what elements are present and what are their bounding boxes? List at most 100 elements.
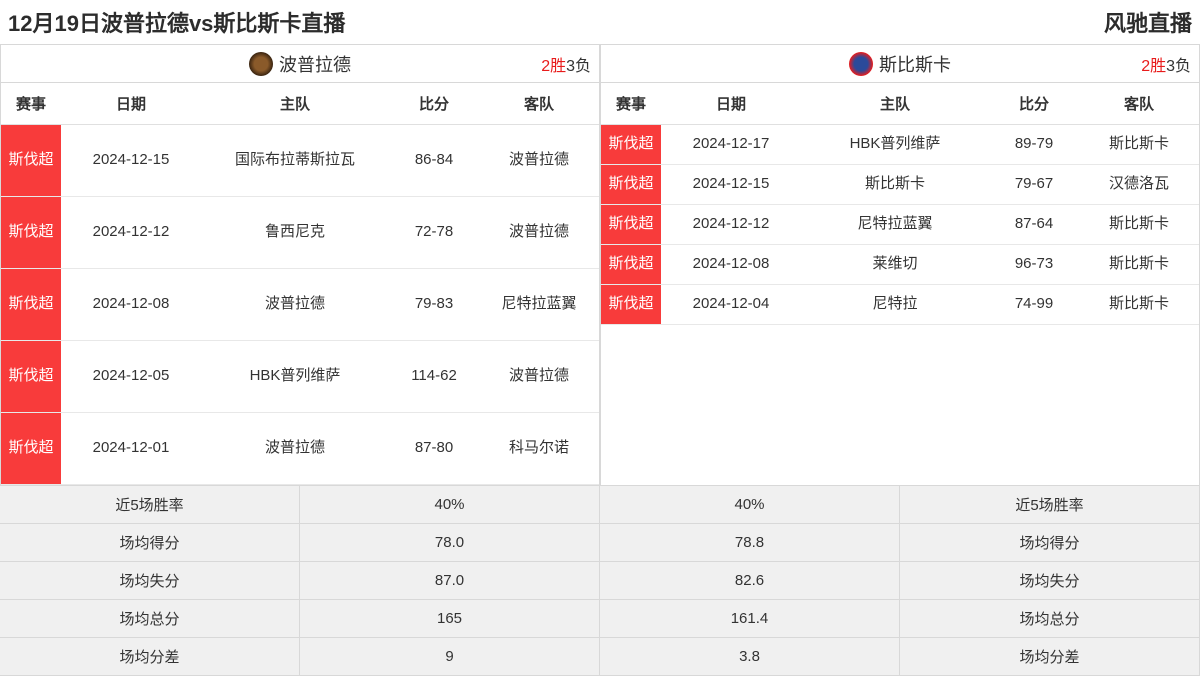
game-date: 2024-12-08 xyxy=(61,269,201,340)
stat-cell: 近5场胜率 xyxy=(0,486,300,523)
right-team-logo-icon xyxy=(849,52,873,76)
game-date: 2024-12-01 xyxy=(61,413,201,484)
right-stats: 40%近5场胜率78.8场均得分82.6场均失分161.4场均总分3.8场均分差 xyxy=(600,486,1200,676)
stat-cell: 165 xyxy=(300,600,600,637)
col-away: 客队 xyxy=(1079,93,1199,114)
table-row: 斯伐超2024-12-08莱维切96-73斯比斯卡 xyxy=(601,245,1199,285)
home-team: 斯比斯卡 xyxy=(801,165,989,204)
game-score: 89-79 xyxy=(989,125,1079,164)
col-date: 日期 xyxy=(661,93,801,114)
away-team: 波普拉德 xyxy=(479,197,599,268)
table-row: 斯伐超2024-12-05HBK普列维萨114-62波普拉德 xyxy=(1,341,599,413)
game-date: 2024-12-04 xyxy=(661,285,801,324)
left-team-record: 2胜3负 xyxy=(541,52,591,76)
col-score: 比分 xyxy=(389,93,479,114)
stat-cell: 场均得分 xyxy=(900,524,1200,561)
table-row: 斯伐超2024-12-08波普拉德79-83尼特拉蓝翼 xyxy=(1,269,599,341)
home-team: 波普拉德 xyxy=(201,269,389,340)
stat-cell: 场均失分 xyxy=(900,562,1200,599)
league-tag: 斯伐超 xyxy=(1,269,61,340)
stat-cell: 40% xyxy=(300,486,600,523)
brand-name: 风驰直播 xyxy=(1104,6,1192,38)
league-tag: 斯伐超 xyxy=(601,125,661,164)
stats-row: 161.4场均总分 xyxy=(600,600,1200,638)
home-team: HBK普列维萨 xyxy=(801,125,989,164)
table-row: 斯伐超2024-12-12尼特拉蓝翼87-64斯比斯卡 xyxy=(601,205,1199,245)
page-title: 12月19日波普拉德vs斯比斯卡直播 xyxy=(8,6,345,38)
right-team-record: 2胜3负 xyxy=(1141,52,1191,76)
home-team: 波普拉德 xyxy=(201,413,389,484)
right-wins: 2胜 xyxy=(1141,58,1166,75)
stats-row: 近5场胜率40% xyxy=(0,486,600,524)
stat-cell: 场均总分 xyxy=(0,600,300,637)
col-home: 主队 xyxy=(201,93,389,114)
left-wins: 2胜 xyxy=(541,58,566,75)
away-team: 斯比斯卡 xyxy=(1079,285,1199,324)
game-score: 72-78 xyxy=(389,197,479,268)
stats-row: 场均失分87.0 xyxy=(0,562,600,600)
col-score: 比分 xyxy=(989,93,1079,114)
home-team: 国际布拉蒂斯拉瓦 xyxy=(201,125,389,196)
left-stats: 近5场胜率40%场均得分78.0场均失分87.0场均总分165场均分差9 xyxy=(0,486,600,676)
col-home: 主队 xyxy=(801,93,989,114)
left-team-header: 波普拉德 2胜3负 xyxy=(1,45,599,83)
game-score: 114-62 xyxy=(389,341,479,412)
league-tag: 斯伐超 xyxy=(1,413,61,484)
col-league: 赛事 xyxy=(601,93,661,114)
game-date: 2024-12-08 xyxy=(661,245,801,284)
game-score: 96-73 xyxy=(989,245,1079,284)
left-team-name: 波普拉德 xyxy=(279,51,351,77)
home-team: HBK普列维萨 xyxy=(201,341,389,412)
stat-cell: 3.8 xyxy=(600,638,900,675)
game-score: 87-80 xyxy=(389,413,479,484)
home-team: 尼特拉蓝翼 xyxy=(801,205,989,244)
game-score: 79-67 xyxy=(989,165,1079,204)
table-row: 斯伐超2024-12-17HBK普列维萨89-79斯比斯卡 xyxy=(601,125,1199,165)
game-date: 2024-12-12 xyxy=(661,205,801,244)
home-team: 莱维切 xyxy=(801,245,989,284)
stats-section: 近5场胜率40%场均得分78.0场均失分87.0场均总分165场均分差9 40%… xyxy=(0,486,1200,676)
table-row: 斯伐超2024-12-01波普拉德87-80科马尔诺 xyxy=(1,413,599,485)
stats-row: 场均得分78.0 xyxy=(0,524,600,562)
home-team: 尼特拉 xyxy=(801,285,989,324)
game-date: 2024-12-05 xyxy=(61,341,201,412)
game-date: 2024-12-17 xyxy=(661,125,801,164)
away-team: 斯比斯卡 xyxy=(1079,125,1199,164)
game-date: 2024-12-12 xyxy=(61,197,201,268)
game-date: 2024-12-15 xyxy=(61,125,201,196)
stat-cell: 87.0 xyxy=(300,562,600,599)
page-header: 12月19日波普拉德vs斯比斯卡直播 风驰直播 xyxy=(0,0,1200,44)
league-tag: 斯伐超 xyxy=(1,197,61,268)
stat-cell: 场均失分 xyxy=(0,562,300,599)
stat-cell: 场均得分 xyxy=(0,524,300,561)
stat-cell: 82.6 xyxy=(600,562,900,599)
away-team: 汉德洛瓦 xyxy=(1079,165,1199,204)
away-team: 波普拉德 xyxy=(479,125,599,196)
stat-cell: 40% xyxy=(600,486,900,523)
table-row: 斯伐超2024-12-15国际布拉蒂斯拉瓦86-84波普拉德 xyxy=(1,125,599,197)
away-team: 斯比斯卡 xyxy=(1079,205,1199,244)
left-team-panel: 波普拉德 2胜3负 赛事 日期 主队 比分 客队 斯伐超2024-12-15国际… xyxy=(0,44,600,486)
left-games-body: 斯伐超2024-12-15国际布拉蒂斯拉瓦86-84波普拉德斯伐超2024-12… xyxy=(1,125,599,485)
game-score: 86-84 xyxy=(389,125,479,196)
right-team-panel: 斯比斯卡 2胜3负 赛事 日期 主队 比分 客队 斯伐超2024-12-17HB… xyxy=(600,44,1200,486)
league-tag: 斯伐超 xyxy=(601,245,661,284)
right-losses: 3负 xyxy=(1166,58,1191,75)
game-date: 2024-12-15 xyxy=(661,165,801,204)
stats-row: 78.8场均得分 xyxy=(600,524,1200,562)
right-team-header: 斯比斯卡 2胜3负 xyxy=(601,45,1199,83)
away-team: 波普拉德 xyxy=(479,341,599,412)
stat-cell: 78.8 xyxy=(600,524,900,561)
stats-row: 场均总分165 xyxy=(0,600,600,638)
stat-cell: 场均总分 xyxy=(900,600,1200,637)
left-losses: 3负 xyxy=(566,58,591,75)
col-league: 赛事 xyxy=(1,93,61,114)
stats-row: 82.6场均失分 xyxy=(600,562,1200,600)
stats-row: 40%近5场胜率 xyxy=(600,486,1200,524)
league-tag: 斯伐超 xyxy=(1,341,61,412)
table-row: 斯伐超2024-12-04尼特拉74-99斯比斯卡 xyxy=(601,285,1199,325)
game-score: 79-83 xyxy=(389,269,479,340)
right-games-body: 斯伐超2024-12-17HBK普列维萨89-79斯比斯卡斯伐超2024-12-… xyxy=(601,125,1199,325)
stat-cell: 9 xyxy=(300,638,600,675)
stat-cell: 161.4 xyxy=(600,600,900,637)
